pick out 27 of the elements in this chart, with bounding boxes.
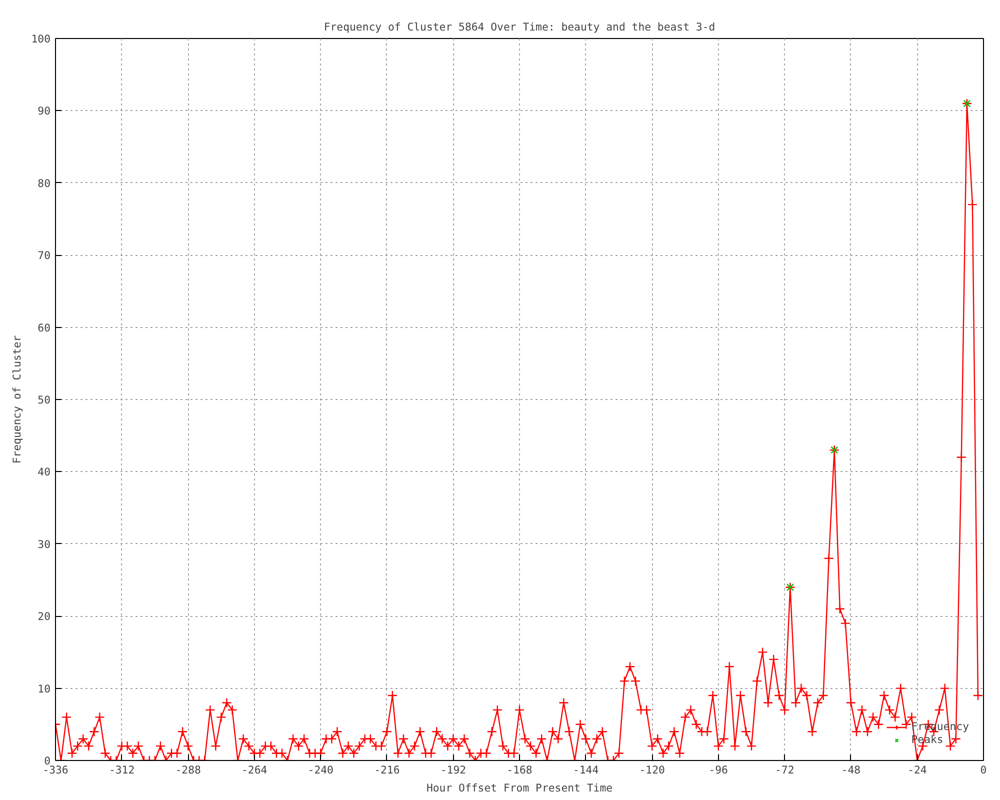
y-tick-label: 40: [38, 466, 51, 479]
x-tick-label: -240: [308, 764, 334, 776]
y-tick-label: 10: [38, 682, 51, 696]
x-tick-label: -48: [841, 764, 861, 776]
x-tick-label: -264: [242, 764, 268, 776]
x-tick-label: -72: [775, 764, 794, 776]
x-axis-title: Hour Offset From Present Time: [426, 782, 613, 794]
x-tick-label: -288: [175, 764, 201, 776]
y-tick-label: 30: [38, 538, 51, 551]
chart-title: Frequency of Cluster 5864 Over Time: beauty and the beast 3-d: [324, 20, 716, 34]
y-tick-label: 80: [38, 176, 51, 190]
x-tick-label: -24: [908, 764, 927, 776]
y-tick-label: 90: [38, 104, 51, 118]
x-tick-label: -192: [440, 764, 466, 776]
y-tick-label: 60: [38, 321, 51, 334]
y-tick-label: 70: [38, 249, 51, 262]
x-tick-label: -120: [639, 764, 665, 776]
x-tick-label: -216: [374, 764, 400, 776]
x-tick-label: -96: [708, 764, 728, 776]
x-tick-label: -312: [108, 764, 135, 776]
x-tick-label: -144: [572, 764, 599, 776]
y-tick-label: 50: [38, 394, 51, 406]
x-tick-label: -168: [506, 764, 532, 776]
y-axis-title: Frequency of Cluster: [10, 334, 24, 464]
x-tick-label: 0: [980, 764, 987, 776]
y-tick-label: 100: [31, 32, 51, 46]
y-tick-label: 20: [38, 610, 51, 624]
